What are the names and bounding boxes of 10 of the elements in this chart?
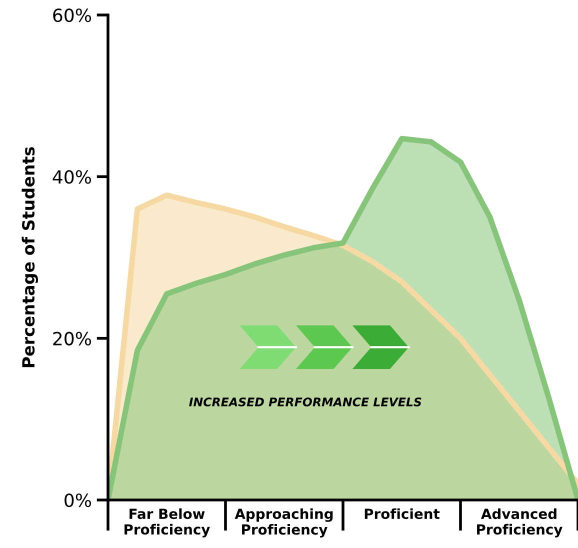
y-axis-title: Percentage of Students — [22, 147, 38, 368]
y-tick-label: 40% — [52, 170, 92, 184]
x-tick-label: Far Below Proficiency — [124, 508, 210, 538]
y-tick-label: 20% — [53, 332, 92, 346]
y-tick-label: 0% — [64, 493, 92, 508]
x-tick-label: Advanced Proficiency — [477, 508, 562, 538]
x-tick-label: Approaching Proficiency — [234, 508, 333, 538]
x-tick-label: Proficient — [364, 508, 440, 520]
y-tick-label: 60% — [53, 8, 92, 22]
annotation: INCREASED PERFORMANCE LEVELS — [189, 397, 422, 406]
